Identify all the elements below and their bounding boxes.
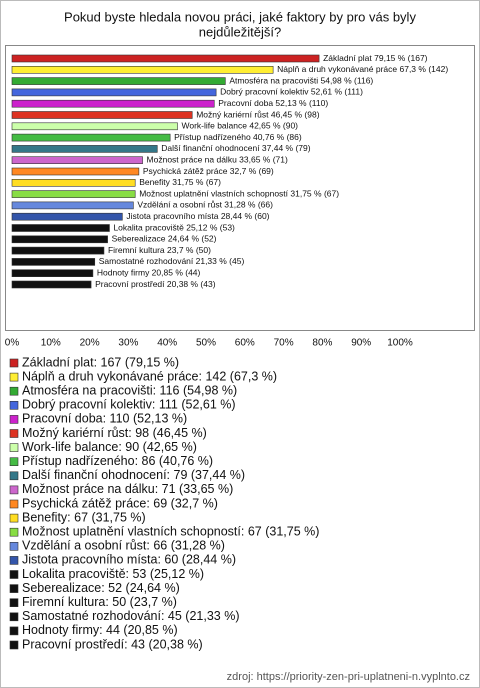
value-label: Vzdělání a osobní růst 31,28 % (66) — [137, 200, 273, 210]
value-label: Seberealizace 24,64 % (52) — [112, 234, 217, 244]
legend-swatch — [9, 443, 19, 452]
x-tick-label: 60% — [235, 338, 255, 349]
legend-label: Atmosféra na pracovišti: 116 (54,98 %) — [22, 383, 237, 397]
bar — [11, 269, 94, 278]
value-label: Hodnoty firmy 20,85 % (44) — [97, 267, 201, 277]
bar — [11, 179, 136, 187]
legend-swatch — [9, 415, 19, 424]
legend-label: Dobrý pracovní kolektiv: 111 (52,61 %) — [22, 398, 236, 412]
bar — [11, 54, 320, 63]
legend-label: Možnost práce na dálku: 71 (33,65 %) — [22, 482, 233, 496]
x-tick-label: 80% — [312, 338, 332, 349]
bar — [11, 246, 105, 255]
legend-label: Psychická zátěž práce: 69 (32,7 %) — [22, 496, 218, 510]
x-tick-label: 0% — [5, 338, 20, 349]
legend-swatch — [9, 584, 19, 593]
legend-swatch — [9, 598, 19, 608]
bar — [11, 122, 178, 131]
legend-label: Work-life balance: 90 (42,65 %) — [22, 440, 197, 454]
legend-swatch — [9, 570, 19, 579]
legend-swatch — [9, 499, 19, 509]
bar — [11, 66, 274, 74]
bar — [11, 212, 123, 221]
x-tick-label: 100% — [387, 338, 413, 349]
value-label: Pracovní prostředí 20,38 % (43) — [95, 279, 216, 289]
x-tick-label: 20% — [80, 338, 100, 349]
legend-label: Vzdělání a osobní růst: 66 (31,28 %) — [22, 539, 225, 553]
legend-label: Samostatné rozhodování: 45 (21,33 %) — [22, 609, 240, 623]
legend-swatch — [9, 471, 19, 481]
value-label: Benefity 31,75 % (67) — [139, 177, 221, 187]
legend-label: Náplň a druh vykonávané práce: 142 (67,3… — [22, 369, 277, 383]
legend-swatch — [9, 358, 19, 368]
value-label: Náplň a druh vykonávané práce 67,3 % (14… — [277, 64, 448, 74]
bar — [11, 88, 217, 97]
x-tick-label: 10% — [41, 338, 61, 349]
value-label: Samostatné rozhodování 21,33 % (45) — [99, 256, 245, 266]
bar — [11, 111, 193, 119]
legend-swatch — [9, 541, 19, 551]
legend-swatch — [9, 513, 19, 523]
legend-label: Seberealizace: 52 (24,64 %) — [22, 581, 180, 595]
bar — [11, 156, 143, 164]
legend-label: Možný kariérní růst: 98 (46,45 %) — [22, 426, 207, 440]
legend-swatch — [9, 372, 19, 382]
bar — [11, 167, 140, 176]
x-tick-label: 90% — [351, 338, 371, 349]
bar — [11, 77, 226, 85]
legend-label: Přístup nadřízeného: 86 (40,76 %) — [22, 454, 213, 468]
bar — [11, 133, 171, 142]
legend-swatch — [9, 485, 19, 495]
legend-swatch — [9, 626, 19, 636]
x-tick-label: 70% — [274, 338, 294, 349]
legend-label: Benefity: 67 (31,75 %) — [22, 510, 146, 524]
legend-swatch — [9, 640, 19, 650]
value-label: Možnost práce na dálku 33,65 % (71) — [147, 154, 288, 164]
legend-swatch — [9, 612, 19, 622]
value-label: Přístup nadřízeného 40,76 % (86) — [174, 132, 302, 142]
legend-label: Možnost uplatnění vlastních schopností: … — [22, 524, 319, 538]
value-label: Dobrý pracovní kolektiv 52,61 % (111) — [220, 87, 363, 97]
chart-title: nejdůležitější? — [199, 24, 281, 39]
value-label: Pracovní doba 52,13 % (110) — [218, 98, 328, 108]
bar — [11, 235, 108, 244]
bar — [11, 201, 134, 210]
legend-swatch — [9, 527, 19, 537]
legend-label: Další finanční ohodnocení: 79 (37,44 %) — [22, 468, 245, 482]
legend-label: Lokalita pracoviště: 53 (25,12 %) — [22, 567, 204, 581]
value-label: Firemní kultura 23,7 % (50) — [108, 245, 211, 255]
x-tick-label: 30% — [118, 338, 138, 349]
legend-label: Jistota pracovního místa: 60 (28,44 %) — [22, 553, 236, 567]
value-label: Možný kariérní růst 46,45 % (98) — [196, 109, 319, 119]
bar — [11, 258, 96, 266]
value-label: Jistota pracovního místa 28,44 % (60) — [126, 211, 269, 221]
chart-title: Pokud byste hledala novou práci, jaké fa… — [64, 9, 416, 24]
value-label: Další finanční ohodnocení 37,44 % (79) — [161, 143, 310, 153]
source: zdroj: https://priority-zen-pri-uplatnen… — [227, 671, 470, 683]
legend-swatch — [9, 457, 19, 467]
legend-label: Pracovní doba: 110 (52,13 %) — [22, 412, 187, 426]
legend-swatch — [9, 556, 19, 565]
bar — [11, 224, 110, 232]
value-label: Možnost uplatnění vlastních schopností 3… — [139, 188, 339, 198]
legend-swatch — [9, 386, 19, 396]
value-label: Atmosféra na pracovišti 54,98 % (116) — [229, 75, 373, 85]
value-label: Psychická zátěž práce 32,7 % (69) — [143, 166, 274, 176]
bar — [11, 280, 92, 289]
value-label: Základní plat 79,15 % (167) — [323, 53, 428, 63]
value-label: Lokalita pracoviště 25,12 % (53) — [113, 222, 235, 232]
legend-label: Základní plat: 167 (79,15 %) — [22, 355, 179, 369]
legend-swatch — [9, 429, 19, 438]
value-label: Work-life balance 42,65 % (90) — [181, 121, 298, 131]
x-tick-label: 50% — [196, 338, 216, 349]
legend-label: Firemní kultura: 50 (23,7 %) — [22, 595, 177, 609]
bar — [11, 190, 136, 198]
x-tick-label: 40% — [157, 338, 177, 349]
bar — [11, 145, 158, 153]
legend-label: Pracovní prostředí: 43 (20,38 %) — [22, 637, 203, 651]
legend-label: Hodnoty firmy: 44 (20,85 %) — [22, 623, 178, 637]
bar — [11, 99, 215, 108]
legend-swatch — [9, 400, 19, 410]
